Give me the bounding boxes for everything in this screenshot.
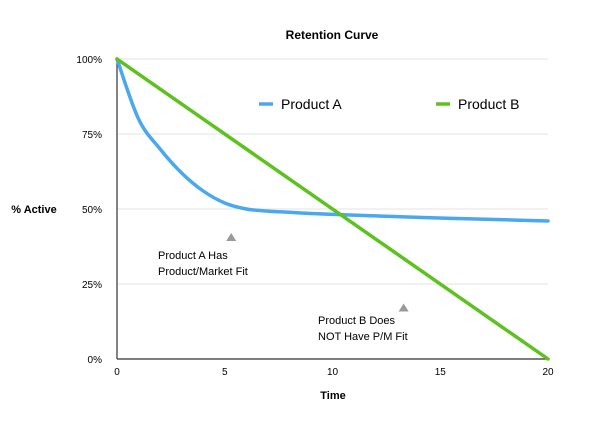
x-tick-label: 0 bbox=[114, 367, 120, 378]
x-tick-label: 5 bbox=[222, 367, 228, 378]
y-axis-title: % Active bbox=[11, 204, 56, 216]
legend: Product A Product B bbox=[259, 96, 519, 112]
series-lines bbox=[115, 57, 550, 361]
annotations: Product A Has Product/Market Fit Product B… bbox=[158, 233, 409, 343]
y-tick-label: 100% bbox=[76, 55, 102, 66]
y-tick-labels: 0% 25% 50% 75% 100% bbox=[76, 55, 102, 366]
annotation-arrow-head bbox=[226, 233, 237, 241]
x-tick-label: 10 bbox=[327, 367, 339, 378]
annotation-arrow-head bbox=[398, 303, 409, 312]
y-tick-label: 0% bbox=[88, 355, 103, 366]
legend-label: Product A bbox=[281, 96, 342, 112]
y-tick-label: 50% bbox=[82, 205, 102, 216]
y-tick-label: 75% bbox=[82, 130, 102, 141]
x-tick-label: 20 bbox=[542, 367, 554, 378]
x-tick-label: 15 bbox=[435, 367, 447, 378]
chart-title: Retention Curve bbox=[286, 28, 379, 42]
grid bbox=[117, 58, 548, 285]
y-tick-label: 25% bbox=[82, 280, 102, 291]
x-axis-title: Time bbox=[320, 390, 345, 402]
annotation-text: Product A Has bbox=[158, 250, 228, 262]
axes bbox=[116, 59, 548, 360]
series-line-product-a bbox=[115, 57, 550, 223]
series-line-product-b bbox=[115, 57, 550, 361]
legend-label: Product B bbox=[458, 96, 519, 112]
x-tick-labels: 0 5 10 15 20 bbox=[114, 367, 554, 378]
annotation-text: Product/Market Fit bbox=[158, 266, 248, 278]
annotation-text: Product B Does bbox=[318, 315, 396, 327]
annotation-text: NOT Have P/M Fit bbox=[318, 331, 408, 343]
